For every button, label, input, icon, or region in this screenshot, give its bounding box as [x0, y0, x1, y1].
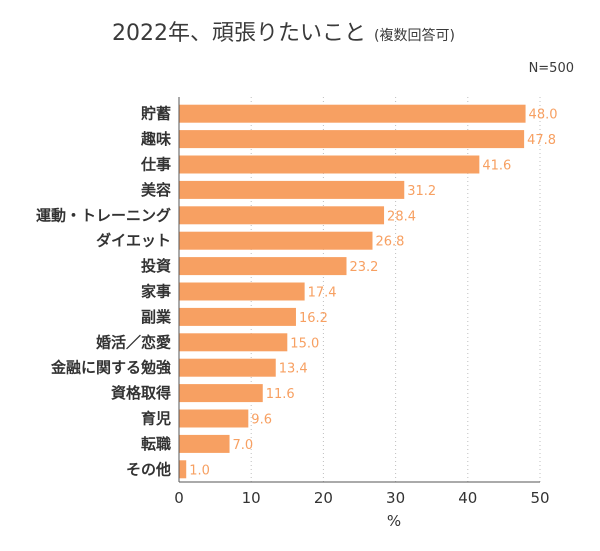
- category-label: 金融に関する勉強: [50, 359, 171, 377]
- category-label: 貯蓄: [141, 105, 171, 123]
- bar: [179, 104, 526, 123]
- bar: [179, 409, 249, 428]
- value-label: 28.4: [387, 209, 416, 224]
- value-label: 7.0: [233, 438, 254, 453]
- value-label: 15.0: [290, 336, 319, 351]
- x-tick-label: 0: [174, 489, 184, 507]
- value-label: 1.0: [189, 463, 210, 478]
- bar: [179, 333, 288, 352]
- bar: [179, 384, 263, 403]
- bar: [179, 130, 525, 149]
- bar: [179, 257, 347, 276]
- category-label: 転職: [141, 435, 171, 453]
- category-label: 婚活／恋愛: [96, 333, 171, 351]
- value-label: 31.2: [407, 184, 436, 199]
- chart-subtitle: (複数回答可): [374, 27, 455, 44]
- x-tick-label: 20: [314, 489, 333, 507]
- category-label: 美容: [141, 181, 171, 199]
- category-label: 家事: [141, 283, 171, 301]
- value-label: 17.4: [308, 286, 337, 301]
- x-tick-label: 10: [242, 489, 261, 507]
- chart-title: 2022年、頑張りたいこと: [112, 21, 366, 46]
- value-label: 13.4: [279, 362, 308, 377]
- value-label: 47.8: [527, 133, 556, 148]
- bar: [179, 155, 480, 174]
- x-tick-label: 30: [386, 489, 405, 507]
- category-label: 運動・トレーニング: [36, 206, 171, 224]
- value-label: 41.6: [482, 159, 511, 174]
- x-axis-title: %: [387, 512, 401, 530]
- bar: [179, 460, 187, 479]
- bar: [179, 206, 385, 225]
- bar: [179, 180, 405, 199]
- bars: 48.0 47.8 41.6 31.2 28.4 26.8 23.2 17.4 16.2 15.0…: [179, 104, 558, 479]
- x-tick-label: 50: [530, 489, 549, 507]
- category-label: 資格取得: [111, 384, 171, 402]
- category-label: 副業: [141, 308, 172, 326]
- category-label: 投資: [141, 257, 171, 275]
- category-label: 仕事: [140, 156, 171, 174]
- category-label: その他: [126, 460, 171, 478]
- value-label: 26.8: [375, 235, 404, 250]
- bar: [179, 434, 230, 453]
- category-label: ダイエット: [96, 232, 171, 250]
- x-tick-label: 40: [458, 489, 477, 507]
- value-label: 9.6: [251, 413, 272, 428]
- value-label: 23.2: [350, 260, 379, 275]
- bar: [179, 231, 373, 250]
- value-label: 48.0: [529, 108, 558, 123]
- bar: [179, 307, 296, 326]
- bar: [179, 358, 276, 377]
- axes: 0 10 20 30 40 50 貯蓄趣味仕事美容運動・トレーニングダイエット投資家事副業婚…: [36, 97, 550, 507]
- category-label: 育児: [141, 410, 171, 428]
- sample-size-note: N=500: [529, 61, 574, 76]
- bar: [179, 282, 305, 301]
- value-label: 16.2: [299, 311, 328, 326]
- value-label: 11.6: [266, 387, 295, 402]
- category-label: 趣味: [140, 130, 171, 148]
